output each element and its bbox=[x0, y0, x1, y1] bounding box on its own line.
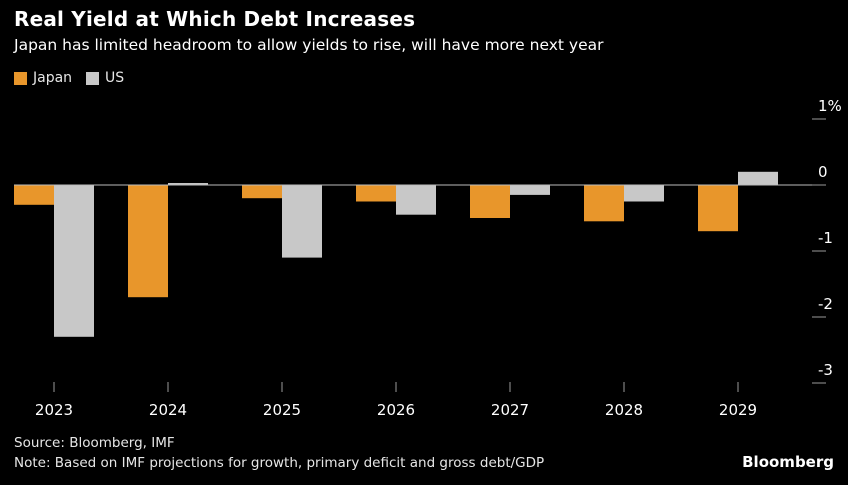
bar-japan-2023 bbox=[14, 185, 54, 205]
bloomberg-logo: Bloomberg bbox=[742, 453, 834, 471]
x-tick-label-2025: 2025 bbox=[263, 401, 301, 419]
legend: Japan US bbox=[14, 70, 124, 86]
bar-japan-2029 bbox=[698, 185, 738, 232]
bar-us-2024 bbox=[168, 183, 208, 185]
chart-subtitle: Japan has limited headroom to allow yiel… bbox=[14, 36, 604, 54]
legend-swatch-japan bbox=[14, 71, 27, 85]
y-tick-label--1: -1 bbox=[818, 229, 833, 247]
x-tick-label-2027: 2027 bbox=[491, 401, 529, 419]
chart-title: Real Yield at Which Debt Increases bbox=[14, 7, 416, 31]
bar-japan-2027 bbox=[470, 185, 510, 218]
legend-item-us: US bbox=[86, 70, 124, 86]
x-tick-label-2029: 2029 bbox=[719, 401, 757, 419]
bar-japan-2028 bbox=[584, 185, 624, 222]
x-tick-label-2023: 2023 bbox=[35, 401, 73, 419]
bar-us-2029 bbox=[738, 171, 778, 185]
y-tick-label--3: -3 bbox=[818, 361, 833, 379]
legend-swatch-us bbox=[86, 71, 100, 85]
bar-us-2027 bbox=[510, 185, 550, 195]
bar-us-2026 bbox=[396, 185, 436, 215]
legend-label-us: US bbox=[105, 70, 125, 86]
y-tick-label--2: -2 bbox=[818, 295, 833, 313]
x-tick-label-2026: 2026 bbox=[377, 401, 415, 419]
x-tick-label-2024: 2024 bbox=[149, 401, 187, 419]
y-tick-label-0: 0 bbox=[818, 163, 828, 181]
footnote: Note: Based on IMF projections for growt… bbox=[14, 455, 545, 471]
bar-us-2028 bbox=[624, 185, 664, 202]
bar-japan-2026 bbox=[356, 185, 396, 202]
y-tick-label-1: 1% bbox=[818, 97, 842, 115]
legend-label-japan: Japan bbox=[33, 70, 73, 86]
bar-japan-2024 bbox=[128, 185, 168, 298]
x-tick-label-2028: 2028 bbox=[605, 401, 643, 419]
bar-japan-2025 bbox=[242, 185, 282, 199]
legend-item-japan: Japan bbox=[14, 70, 72, 86]
bar-us-2023 bbox=[54, 185, 94, 337]
bar-us-2025 bbox=[282, 185, 322, 258]
source-note: Source: Bloomberg, IMF bbox=[14, 435, 175, 451]
